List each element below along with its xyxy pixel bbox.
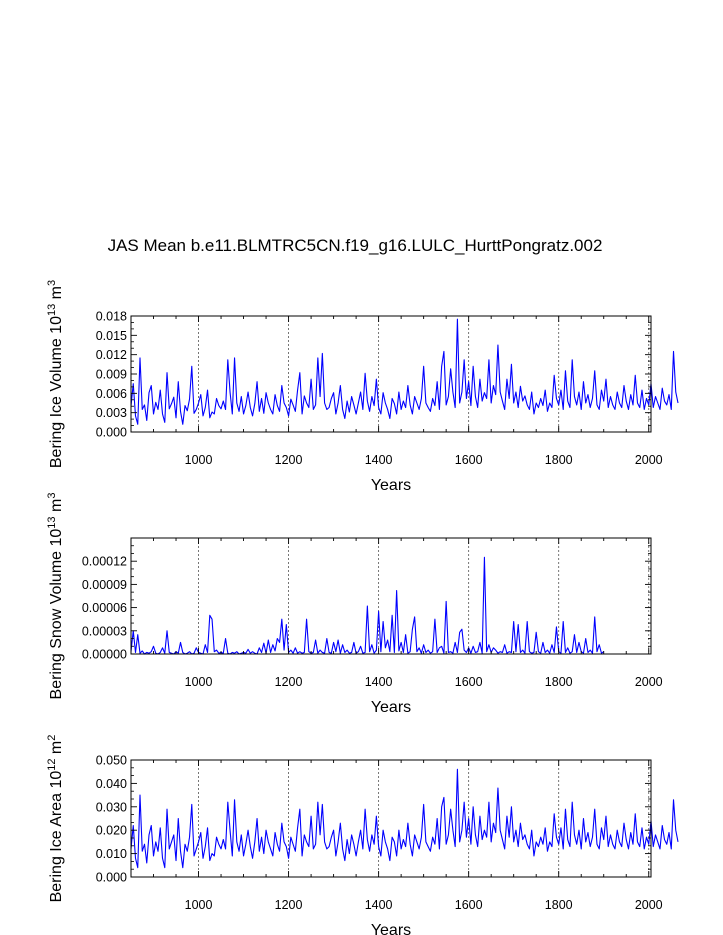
panels: 1000 1200 1400 1600 1800 2000 0.000 0.003 0.006 0… (46, 280, 679, 935)
x-tick-label: 2000 (635, 898, 663, 912)
series-line (130, 556, 605, 655)
y-label-unit: m (48, 741, 65, 759)
chart-panel-3: 1000 1200 1400 1600 1800 2000 0.000 0.010 0.020 0… (46, 735, 679, 935)
chart-panel-2: 1000 1200 1400 1600 1800 2000 0.00000 0.00003 0.… (46, 493, 663, 716)
y-label-unit: m (48, 499, 65, 517)
y-label-main: Bering Ice Area 10 (48, 771, 65, 903)
figure-title: JAS Mean b.e11.BLMTRC5CN.f19_g16.LULC_Hu… (108, 236, 603, 255)
x-tick-label: 1000 (185, 675, 213, 689)
x-tick-label: 1600 (455, 898, 483, 912)
plot-frame (130, 537, 652, 655)
y-axis-label: Bering Ice Volume 1013 m3 (46, 280, 65, 468)
x-tick-label: 1800 (545, 453, 573, 467)
x-axis-label: Years (371, 922, 411, 935)
x-tick-label: 1400 (365, 453, 393, 467)
x-tick-label: 1000 (185, 453, 213, 467)
y-label-unit-exponent: 2 (46, 735, 58, 741)
y-tick-label: 0.000 (96, 426, 127, 440)
y-tick-label: 0.050 (96, 754, 127, 768)
series-line (130, 318, 679, 425)
y-label-exponent: 13 (46, 304, 58, 316)
y-tick-label: 0.006 (96, 387, 127, 401)
y-tick-label: 0.009 (96, 368, 127, 382)
x-tick-label: 2000 (635, 675, 663, 689)
y-tick-label: 0.00000 (82, 648, 127, 662)
x-axis-label: Years (371, 477, 411, 494)
y-label-main: Bering Ice Volume 10 (48, 316, 65, 468)
y-tick-label: 0.030 (96, 800, 127, 814)
y-label-unit-exponent: 3 (46, 493, 58, 499)
y-label-exponent: 13 (46, 516, 58, 528)
x-tick-label: 1000 (185, 898, 213, 912)
x-tick-label: 2000 (635, 453, 663, 467)
x-tick-label: 1200 (275, 453, 303, 467)
x-axis-label: Years (371, 699, 411, 716)
x-tick-label: 1200 (275, 898, 303, 912)
y-tick-label: 0.018 (96, 310, 127, 324)
y-tick-label: 0.010 (96, 847, 127, 861)
x-tick-label: 1800 (545, 898, 573, 912)
y-tick-label: 0.012 (96, 348, 127, 362)
y-tick-label: 0.00009 (82, 578, 127, 592)
y-tick-label: 0.000 (96, 871, 127, 885)
series-line (130, 768, 679, 869)
y-tick-label: 0.003 (96, 406, 127, 420)
x-tick-label: 1800 (545, 675, 573, 689)
y-label-exponent: 12 (46, 759, 58, 771)
y-tick-label: 0.040 (96, 777, 127, 791)
y-tick-label: 0.020 (96, 824, 127, 838)
y-axis-label: Bering Snow Volume 1013 m3 (46, 493, 65, 700)
x-tick-label: 1400 (365, 675, 393, 689)
x-tick-label: 1400 (365, 898, 393, 912)
x-tick-label: 1200 (275, 675, 303, 689)
y-tick-label: 0.00003 (82, 624, 127, 638)
chart-panel-1: 1000 1200 1400 1600 1800 2000 0.000 0.003 0.006 0… (46, 280, 679, 494)
y-tick-label: 0.00006 (82, 601, 127, 615)
y-label-main: Bering Snow Volume 10 (48, 529, 65, 700)
y-label-unit-exponent: 3 (46, 280, 58, 286)
y-tick-label: 0.015 (96, 329, 127, 343)
x-tick-label: 1600 (455, 675, 483, 689)
x-tick-label: 1600 (455, 453, 483, 467)
y-axis-label: Bering Ice Area 1012 m2 (46, 735, 65, 903)
y-tick-label: 0.00012 (82, 555, 127, 569)
y-label-unit: m (48, 286, 65, 304)
plot-frame (130, 759, 652, 878)
